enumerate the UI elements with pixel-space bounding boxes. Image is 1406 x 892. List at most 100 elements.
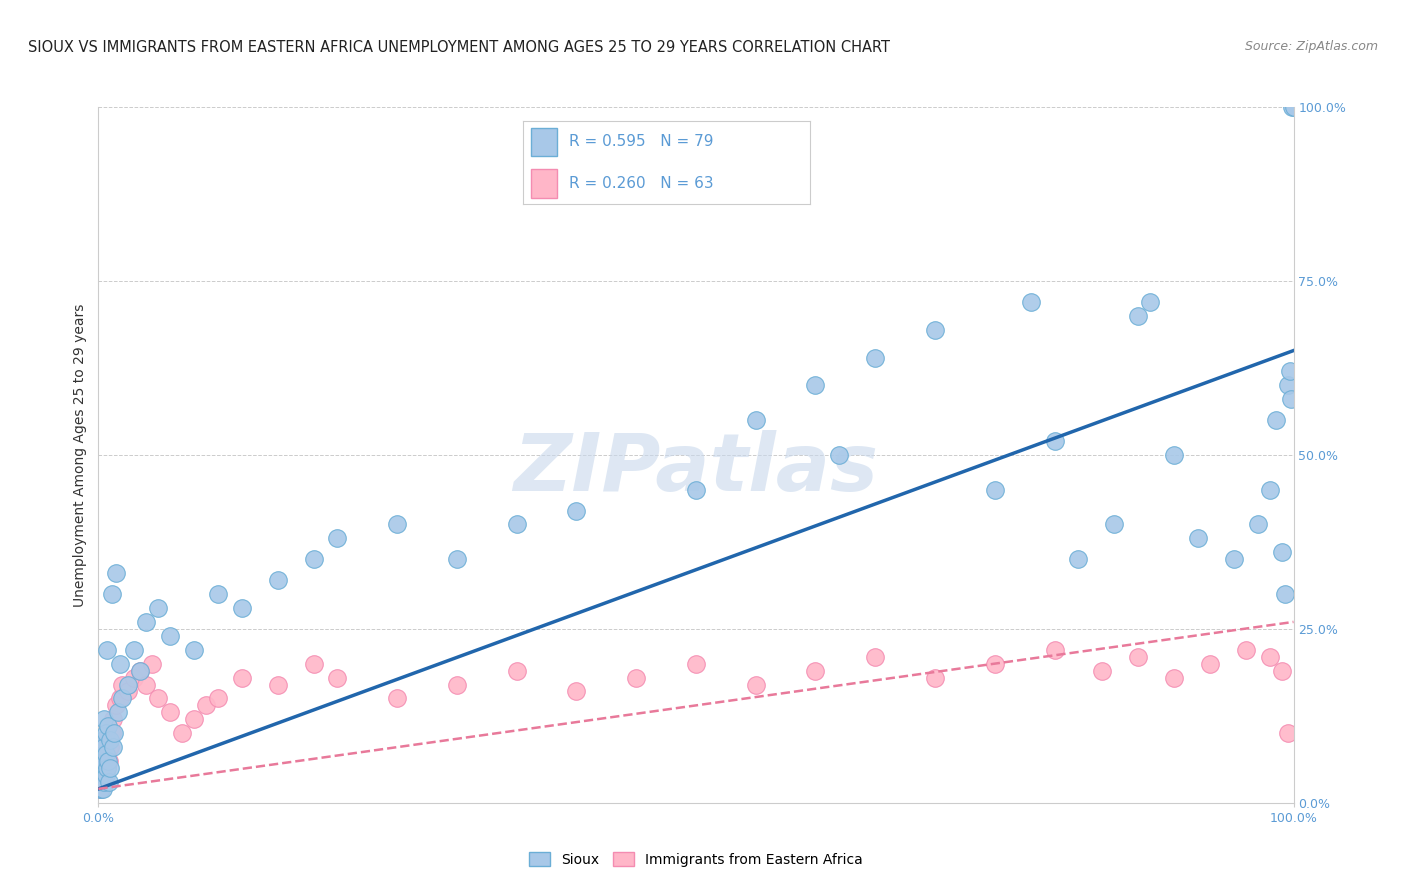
Point [148, 691, 170, 706]
Point [91, 740, 114, 755]
Point [685, 483, 707, 497]
Point [1271, 545, 1294, 559]
Point [100, 726, 122, 740]
Point [91, 754, 114, 768]
Point [1067, 552, 1090, 566]
Point [1139, 294, 1161, 309]
Point [1199, 657, 1222, 671]
Point [94, 740, 117, 755]
Point [159, 629, 181, 643]
Point [1282, 100, 1305, 114]
Point [93, 747, 115, 761]
Point [302, 552, 325, 566]
Point [117, 677, 139, 691]
Point [129, 664, 152, 678]
Point [207, 587, 229, 601]
Point [100, 587, 122, 601]
Point [1163, 671, 1185, 685]
Point [101, 712, 124, 726]
Point [105, 698, 128, 713]
Point [385, 691, 409, 706]
Point [94, 747, 117, 761]
Point [90, 781, 112, 796]
Point [506, 517, 529, 532]
Point [91, 761, 114, 775]
Point [97, 733, 120, 747]
Point [108, 691, 131, 706]
Point [141, 657, 163, 671]
Point [90, 747, 112, 761]
Point [1277, 726, 1299, 740]
Y-axis label: Unemployment Among Ages 25 to 29 years: Unemployment Among Ages 25 to 29 years [73, 303, 87, 607]
Point [91, 781, 114, 796]
Point [1163, 448, 1185, 462]
Point [93, 775, 115, 789]
Point [97, 719, 120, 733]
Point [626, 671, 648, 685]
Point [97, 754, 120, 768]
Point [1104, 517, 1126, 532]
Point [94, 754, 117, 768]
Point [828, 448, 851, 462]
Point [98, 754, 121, 768]
Point [96, 761, 118, 775]
Point [231, 601, 253, 615]
Legend: Sioux, Immigrants from Eastern Africa: Sioux, Immigrants from Eastern Africa [523, 847, 869, 872]
Point [89, 781, 111, 796]
Point [148, 601, 170, 615]
Point [1091, 664, 1114, 678]
Point [1258, 649, 1281, 664]
Point [1279, 392, 1302, 407]
Point [385, 517, 409, 532]
Point [103, 726, 125, 740]
Point [124, 671, 146, 685]
Point [90, 768, 112, 782]
Point [96, 642, 118, 657]
Point [93, 761, 115, 775]
Point [91, 740, 114, 755]
Point [111, 677, 134, 691]
Point [984, 657, 1007, 671]
Point [506, 664, 529, 678]
Point [865, 351, 887, 365]
Point [924, 323, 946, 337]
Point [1019, 294, 1042, 309]
Point [565, 503, 588, 517]
Point [91, 775, 114, 789]
Point [1264, 413, 1286, 427]
Point [98, 775, 121, 789]
Point [1043, 434, 1066, 448]
Point [93, 740, 115, 755]
Point [745, 413, 768, 427]
Point [1043, 642, 1066, 657]
Point [183, 712, 205, 726]
Point [94, 768, 117, 782]
Point [91, 768, 114, 782]
Point [804, 378, 827, 392]
Point [90, 775, 112, 789]
Point [98, 733, 122, 747]
Point [93, 712, 115, 726]
Point [91, 768, 114, 782]
Point [98, 740, 122, 755]
Point [89, 781, 111, 796]
Point [231, 671, 253, 685]
Point [91, 768, 114, 782]
Point [1274, 587, 1296, 601]
Point [96, 747, 118, 761]
Point [446, 552, 468, 566]
Point [91, 775, 114, 789]
Point [94, 726, 117, 740]
Point [1281, 100, 1303, 114]
Point [565, 684, 588, 698]
Point [89, 768, 111, 782]
Point [91, 733, 114, 747]
Point [89, 754, 111, 768]
Point [267, 573, 290, 587]
Point [326, 671, 349, 685]
Point [267, 677, 290, 691]
Point [745, 677, 768, 691]
Point [90, 775, 112, 789]
Point [101, 740, 124, 755]
Point [1223, 552, 1246, 566]
